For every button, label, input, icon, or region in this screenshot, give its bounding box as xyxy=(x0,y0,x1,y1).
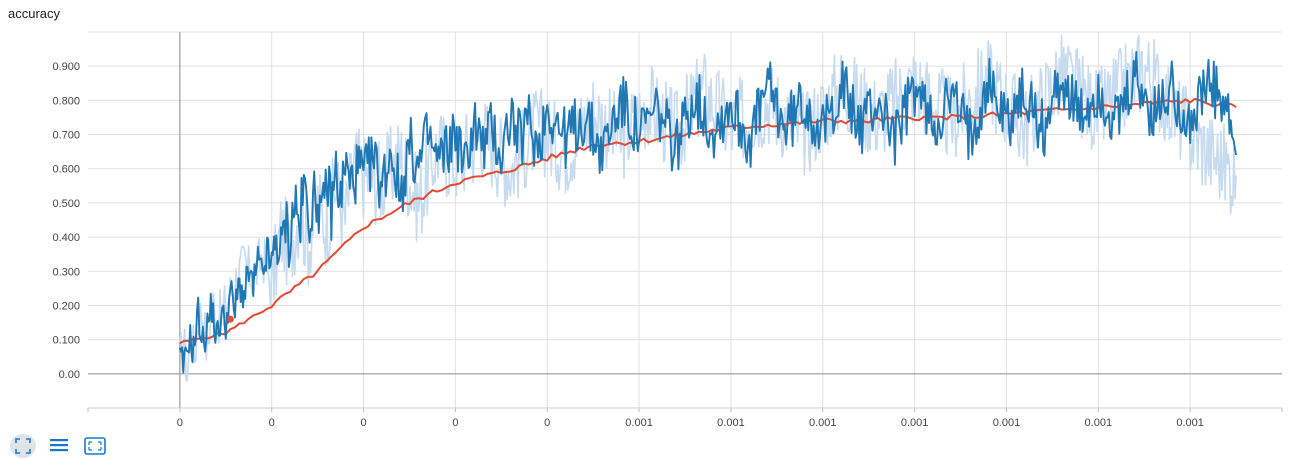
series-line-raw xyxy=(179,34,1237,382)
x-tick-label: 0 xyxy=(452,417,458,429)
y-tick-label: 0.800 xyxy=(52,95,80,107)
y-tick-label: 0.700 xyxy=(52,130,80,142)
chart-toolbar xyxy=(10,434,108,458)
y-tick-label: 0.400 xyxy=(52,232,80,244)
x-tick-label: 0.001 xyxy=(901,417,929,429)
expand-icon xyxy=(15,438,31,454)
x-tick-label: 0.001 xyxy=(717,417,745,429)
y-tick-label: 0.900 xyxy=(52,61,80,73)
y-tick-label: 0.600 xyxy=(52,164,80,176)
y-tick-label: 0.200 xyxy=(52,300,80,312)
y-tick-label: 0.300 xyxy=(52,266,80,278)
reset-view-button[interactable] xyxy=(82,434,108,458)
chart-title: accuracy xyxy=(8,6,61,21)
y-tick-label: 0.100 xyxy=(52,335,80,347)
selection-icon xyxy=(84,437,106,455)
series-line-detail xyxy=(178,50,1238,374)
fit-domain-button[interactable] xyxy=(10,434,36,458)
x-tick-label: 0.001 xyxy=(809,417,837,429)
x-tick-label: 0.001 xyxy=(993,417,1021,429)
x-tick-label: 0 xyxy=(269,417,275,429)
series-line-smoothed xyxy=(179,97,1237,345)
x-tick-label: 0.001 xyxy=(1176,417,1204,429)
y-tick-label: 0.00 xyxy=(59,369,80,381)
hover-point-marker xyxy=(226,315,234,323)
x-tick-label: 0 xyxy=(360,417,366,429)
x-tick-label: 0 xyxy=(177,417,183,429)
x-tick-label: 0.001 xyxy=(1085,417,1113,429)
list-icon xyxy=(50,439,68,452)
y-tick-label: 0.500 xyxy=(52,198,80,210)
x-tick-label: 0.001 xyxy=(625,417,653,429)
x-tick-label: 0 xyxy=(544,417,550,429)
toggle-log-button[interactable] xyxy=(46,434,72,458)
